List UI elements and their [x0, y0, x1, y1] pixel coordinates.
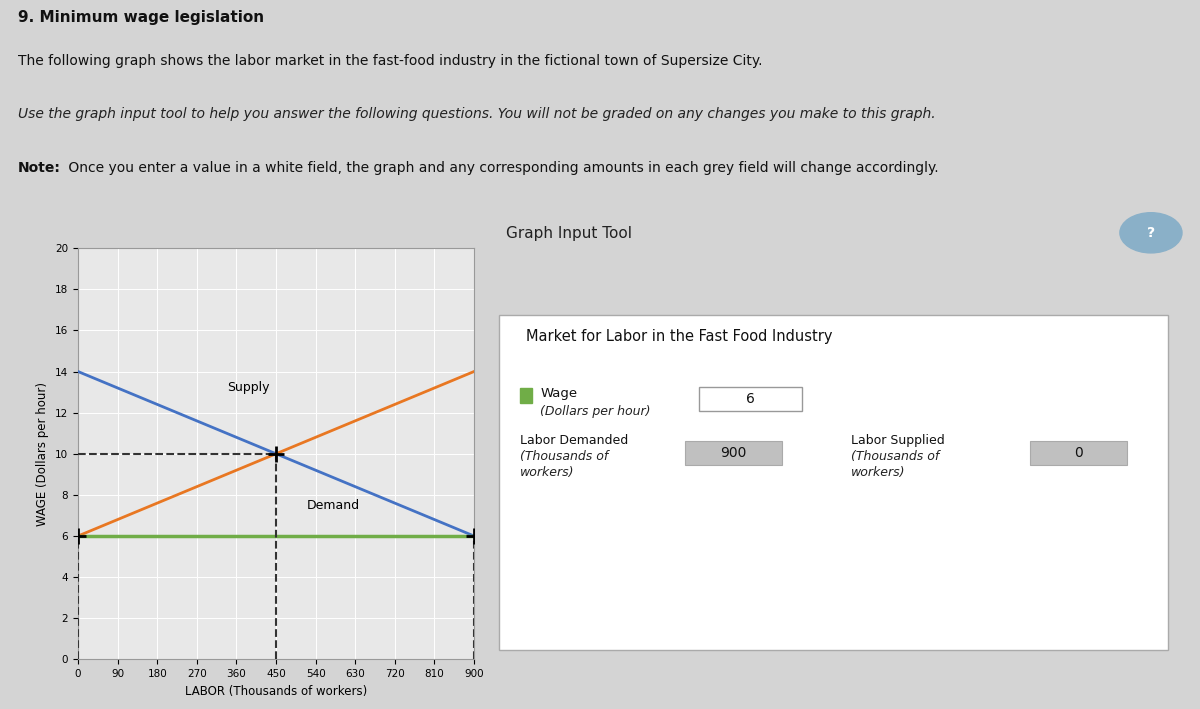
FancyBboxPatch shape: [1030, 440, 1127, 465]
FancyBboxPatch shape: [685, 440, 782, 465]
Text: Demand: Demand: [307, 498, 360, 512]
Text: Use the graph input tool to help you answer the following questions. You will no: Use the graph input tool to help you ans…: [18, 107, 936, 121]
Text: Supply: Supply: [228, 381, 270, 394]
Text: (Thousands of: (Thousands of: [520, 450, 608, 463]
Text: (Dollars per hour): (Dollars per hour): [540, 405, 650, 418]
Text: Wage: Wage: [540, 387, 577, 400]
Text: The following graph shows the labor market in the fast-food industry in the fict: The following graph shows the labor mark…: [18, 54, 762, 67]
Text: Graph Input Tool: Graph Input Tool: [506, 226, 631, 241]
Text: workers): workers): [520, 467, 574, 479]
Circle shape: [1120, 213, 1182, 253]
Text: ?: ?: [1147, 225, 1156, 240]
Bar: [520, 389, 532, 403]
Text: Note:: Note:: [18, 161, 61, 175]
FancyBboxPatch shape: [499, 316, 1168, 650]
Text: Labor Demanded: Labor Demanded: [520, 434, 628, 447]
Text: 0: 0: [1074, 445, 1082, 459]
Text: Once you enter a value in a white field, the graph and any corresponding amounts: Once you enter a value in a white field,…: [64, 161, 938, 175]
Text: workers): workers): [851, 467, 905, 479]
Text: 900: 900: [720, 445, 746, 459]
Text: Market for Labor in the Fast Food Industry: Market for Labor in the Fast Food Indust…: [527, 329, 833, 344]
Text: 6: 6: [746, 391, 755, 406]
Text: 9. Minimum wage legislation: 9. Minimum wage legislation: [18, 10, 264, 25]
Text: (Thousands of: (Thousands of: [851, 450, 940, 463]
X-axis label: LABOR (Thousands of workers): LABOR (Thousands of workers): [185, 685, 367, 698]
Text: Labor Supplied: Labor Supplied: [851, 434, 944, 447]
FancyBboxPatch shape: [698, 387, 803, 411]
Y-axis label: WAGE (Dollars per hour): WAGE (Dollars per hour): [36, 381, 49, 526]
